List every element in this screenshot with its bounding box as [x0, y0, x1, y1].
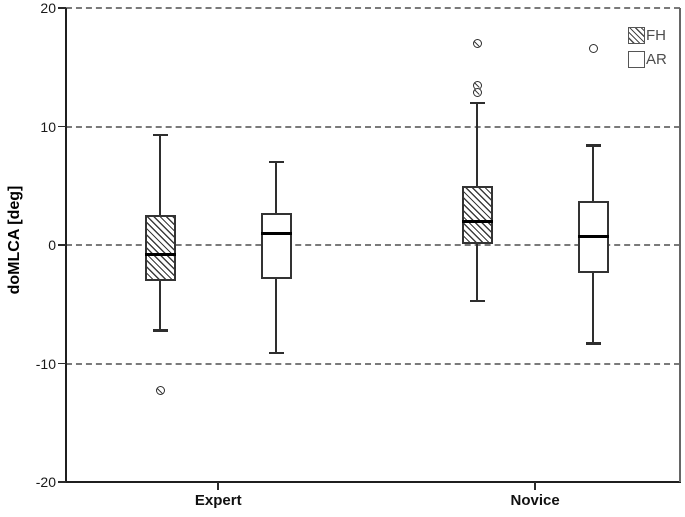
median-ar-expert — [260, 231, 292, 235]
whisker-cap-high-fh-expert — [152, 133, 168, 137]
outlier-marker-fh-expert — [155, 386, 165, 396]
median-fh-expert — [144, 252, 176, 256]
legend-label: AR — [646, 51, 667, 68]
y-axis-line — [65, 8, 67, 483]
whisker-cap-low-ar-expert — [268, 351, 284, 355]
outlier-marker-ar-novice — [588, 43, 598, 53]
y-tick-label: -10 — [35, 355, 56, 372]
whisker-cap-low-fh-novice — [469, 299, 485, 303]
legend-entry-ar: AR — [628, 51, 667, 68]
y-tick-mark — [58, 481, 66, 483]
y-tick-label: 20 — [40, 0, 56, 16]
box-fh-novice — [461, 185, 493, 244]
x-axis-line — [65, 481, 681, 483]
y-tick-label: 10 — [40, 118, 56, 135]
legend-label: FH — [646, 27, 666, 44]
whisker-cap-low-ar-novice — [585, 342, 601, 345]
x-tick-mark — [217, 482, 219, 490]
outlier-slash — [157, 387, 164, 394]
plot-right-border — [679, 8, 681, 482]
whisker-cap-high-ar-novice — [585, 144, 601, 147]
outlier-slash — [474, 89, 481, 96]
legend-swatch-fh — [628, 27, 645, 44]
category-label-novice: Novice — [510, 492, 560, 509]
y-tick-mark — [58, 362, 66, 365]
legend-entry-fh: FH — [628, 27, 667, 44]
gridline-y10 — [66, 125, 680, 128]
median-fh-novice — [461, 219, 493, 223]
y-tick-label: 0 — [48, 237, 56, 253]
outlier-marker-fh-novice — [472, 87, 482, 97]
whisker-cap-high-ar-expert — [268, 161, 284, 164]
box-fh-expert — [144, 215, 176, 281]
x-tick-mark — [534, 482, 536, 490]
y-tick-mark — [58, 244, 66, 246]
box-ar-expert — [260, 213, 292, 280]
legend: FH AR — [628, 27, 667, 75]
outlier-slash — [474, 40, 481, 47]
whisker-cap-low-fh-expert — [152, 329, 168, 332]
whisker-cap-high-fh-novice — [469, 101, 485, 105]
outlier-marker-fh-novice — [472, 39, 482, 49]
y-tick-mark — [58, 7, 66, 9]
median-ar-novice — [577, 235, 609, 239]
category-label-expert: Expert — [194, 492, 242, 509]
gridline-y0 — [66, 244, 680, 246]
legend-swatch-ar — [628, 51, 645, 68]
y-tick-mark — [58, 125, 66, 128]
gridline-y20 — [66, 7, 680, 9]
y-tick-label: -20 — [35, 474, 56, 490]
gridline-y-10 — [66, 362, 680, 365]
